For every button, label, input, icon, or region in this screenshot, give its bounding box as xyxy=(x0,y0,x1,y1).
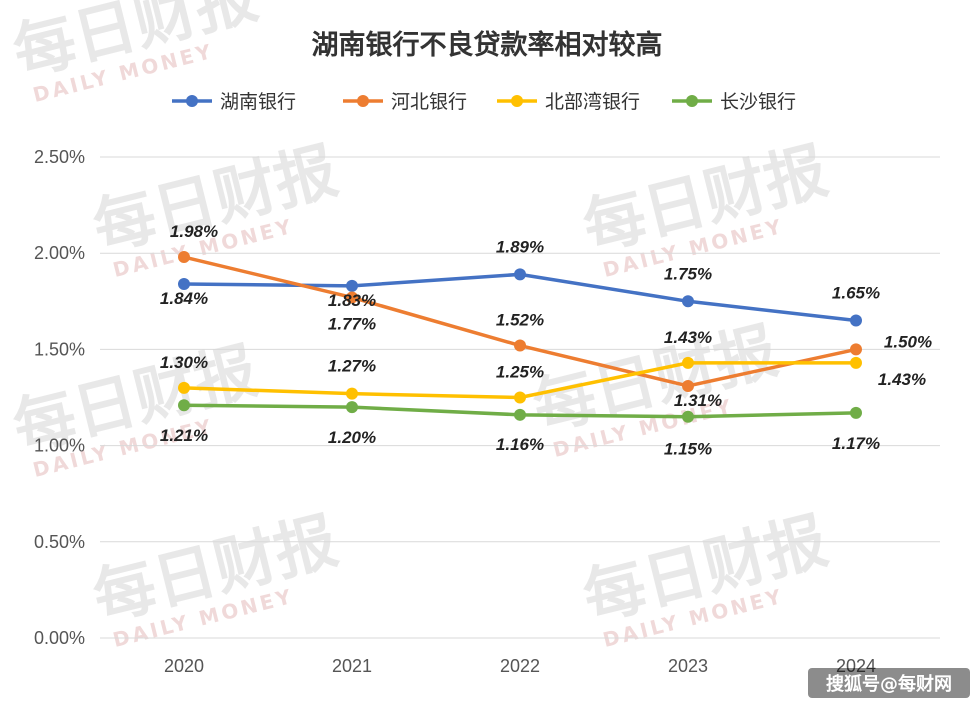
data-label: 1.65% xyxy=(832,284,880,303)
data-label: 1.98% xyxy=(170,222,218,241)
legend-marker xyxy=(511,95,523,107)
data-point xyxy=(178,399,190,412)
x-tick-label: 2023 xyxy=(668,656,708,676)
data-point xyxy=(346,387,358,400)
legend-label: 长沙银行 xyxy=(720,91,796,113)
x-axis-ticks: 2020 2021 2022 2023 2024 xyxy=(164,656,876,676)
data-point xyxy=(682,356,694,369)
data-point xyxy=(514,339,526,352)
data-point xyxy=(178,277,190,290)
legend-item: 北部湾银行 xyxy=(497,91,640,113)
data-point xyxy=(346,291,358,304)
y-tick-label: 2.50% xyxy=(34,147,85,167)
legend-marker xyxy=(186,95,198,107)
data-point xyxy=(178,381,190,394)
data-label: 1.25% xyxy=(496,363,544,382)
data-point xyxy=(850,343,862,356)
credit-background xyxy=(808,668,970,698)
data-label: 1.17% xyxy=(832,434,880,453)
data-labels: 1.84% 1.83% 1.89% 1.75% 1.65% 1.98% 1.77% 1.52%… xyxy=(160,222,932,459)
legend-label: 北部湾银行 xyxy=(545,91,640,113)
data-label: 1.50% xyxy=(884,332,932,351)
data-label: 1.21% xyxy=(160,426,208,445)
chart-title: 湖南银行不良贷款率相对较高 xyxy=(312,29,663,61)
data-label: 1.31% xyxy=(674,391,722,410)
data-label: 1.30% xyxy=(160,353,208,372)
data-label: 1.27% xyxy=(328,357,376,376)
data-point xyxy=(682,410,694,423)
y-axis-ticks: 0.00% 0.50% 1.00% 1.50% 2.00% 2.50% xyxy=(34,147,85,648)
data-label: 1.83% xyxy=(328,291,376,310)
data-label: 1.52% xyxy=(496,311,544,330)
credit-text: 搜狐号@每财网 xyxy=(826,673,952,695)
data-label: 1.16% xyxy=(496,435,544,454)
data-point xyxy=(514,391,526,404)
data-label: 1.15% xyxy=(664,440,712,459)
data-point xyxy=(514,268,526,281)
legend-label: 河北银行 xyxy=(391,91,467,113)
data-point xyxy=(850,356,862,369)
x-tick-label: 2020 xyxy=(164,656,204,676)
data-label: 1.20% xyxy=(328,428,376,447)
data-label: 1.43% xyxy=(878,370,926,389)
y-tick-label: 1.00% xyxy=(34,436,85,456)
data-point xyxy=(682,379,694,392)
legend-item: 河北银行 xyxy=(343,91,467,113)
data-point xyxy=(514,408,526,421)
x-tick-label: 2021 xyxy=(332,656,372,676)
data-label: 1.77% xyxy=(328,314,376,333)
y-tick-label: 1.50% xyxy=(34,339,85,359)
legend-marker xyxy=(357,95,369,107)
data-point xyxy=(682,295,694,308)
x-tick-label: 2024 xyxy=(836,656,876,676)
x-tick-label: 2022 xyxy=(500,656,540,676)
data-point xyxy=(178,251,190,264)
y-tick-label: 0.50% xyxy=(34,532,85,552)
data-point xyxy=(850,314,862,327)
data-point xyxy=(850,406,862,419)
legend-item: 长沙银行 xyxy=(672,91,796,113)
series-layer xyxy=(178,251,862,423)
data-label: 1.89% xyxy=(496,237,544,256)
legend-item: 湖南银行 xyxy=(172,91,296,113)
data-label: 1.75% xyxy=(664,264,712,283)
data-label: 1.84% xyxy=(160,289,208,308)
y-tick-label: 2.00% xyxy=(34,243,85,263)
data-label: 1.43% xyxy=(664,328,712,347)
credit-badge: 搜狐号@每财网 xyxy=(808,668,970,698)
legend: 湖南银行 河北银行 北部湾银行 长沙银行 xyxy=(172,91,796,113)
data-point xyxy=(346,279,358,292)
legend-label: 湖南银行 xyxy=(220,91,296,113)
gridlines xyxy=(100,156,940,639)
legend-marker xyxy=(686,95,698,107)
data-point xyxy=(346,401,358,414)
y-tick-label: 0.00% xyxy=(34,628,85,648)
